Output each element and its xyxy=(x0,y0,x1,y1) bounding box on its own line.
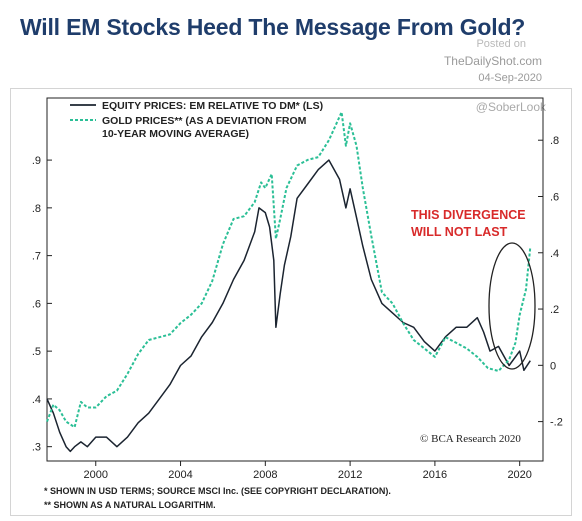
gold-series-line xyxy=(46,111,532,429)
legend-label-gold-line2: 10-YEAR MOVING AVERAGE) xyxy=(102,128,249,140)
x-tick-label: 2004 xyxy=(168,469,192,481)
legend-label-gold-line1: GOLD PRICES** (AS A DEVIATION FROM xyxy=(102,115,307,127)
annotation-line2: WILL NOT LAST xyxy=(411,225,508,239)
y-right-tick-label: .8 xyxy=(550,135,559,147)
footnote-2: ** SHOWN AS A NATURAL LOGARITHM. xyxy=(44,500,216,510)
chart-title: Will EM Stocks Heed The Message From Gol… xyxy=(20,14,526,40)
site-watermark: TheDailyShot.com xyxy=(443,54,542,68)
series-layer xyxy=(46,111,532,453)
y-left-tick-label: .5 xyxy=(32,346,41,358)
footnote-1: * SHOWN IN USD TERMS; SOURCE MSCI Inc. (… xyxy=(44,486,391,496)
x-tick-label: 2016 xyxy=(423,469,447,481)
plot-area xyxy=(46,97,544,462)
x-tick-label: 2020 xyxy=(507,469,531,481)
handle-watermark: @SoberLook xyxy=(475,100,546,114)
legend: EQUITY PRICES: EM RELATIVE TO DM* (LS) G… xyxy=(70,100,323,140)
x-axis: 2000 2004 2008 2012 2016 2020 xyxy=(84,461,532,481)
divergence-circle xyxy=(488,242,536,370)
x-tick-label: 2008 xyxy=(253,469,277,481)
posted-on-watermark: Posted on xyxy=(476,38,526,50)
chart-frame xyxy=(10,88,572,516)
x-tick-label: 2012 xyxy=(338,469,362,481)
y-left-tick-label: .9 xyxy=(32,155,41,167)
annotation-line1: THIS DIVERGENCE xyxy=(411,208,526,222)
y-right-tick-label: .4 xyxy=(550,248,559,260)
legend-label-equity: EQUITY PRICES: EM RELATIVE TO DM* (LS) xyxy=(102,100,323,112)
date-watermark: 04-Sep-2020 xyxy=(478,72,542,84)
y-left-tick-label: .6 xyxy=(32,298,41,310)
y-left-tick-label: .3 xyxy=(32,442,41,454)
equity-series-line xyxy=(46,159,531,453)
y-right-tick-label: 0 xyxy=(550,360,556,372)
y-axis-right: -.2 0 .2 .4 .6 .8 xyxy=(538,135,563,429)
y-axis-left: .3 .4 .5 .6 .7 .8 .9 xyxy=(32,155,52,454)
x-tick-label: 2000 xyxy=(84,469,108,481)
bca-credit: © BCA Research 2020 xyxy=(420,433,521,445)
y-left-tick-label: .7 xyxy=(32,251,41,263)
y-right-tick-label: .2 xyxy=(550,304,559,316)
y-left-tick-label: .4 xyxy=(32,394,41,406)
y-right-tick-label: -.2 xyxy=(550,417,563,429)
y-right-tick-label: .6 xyxy=(550,191,559,203)
y-left-tick-label: .8 xyxy=(32,203,41,215)
